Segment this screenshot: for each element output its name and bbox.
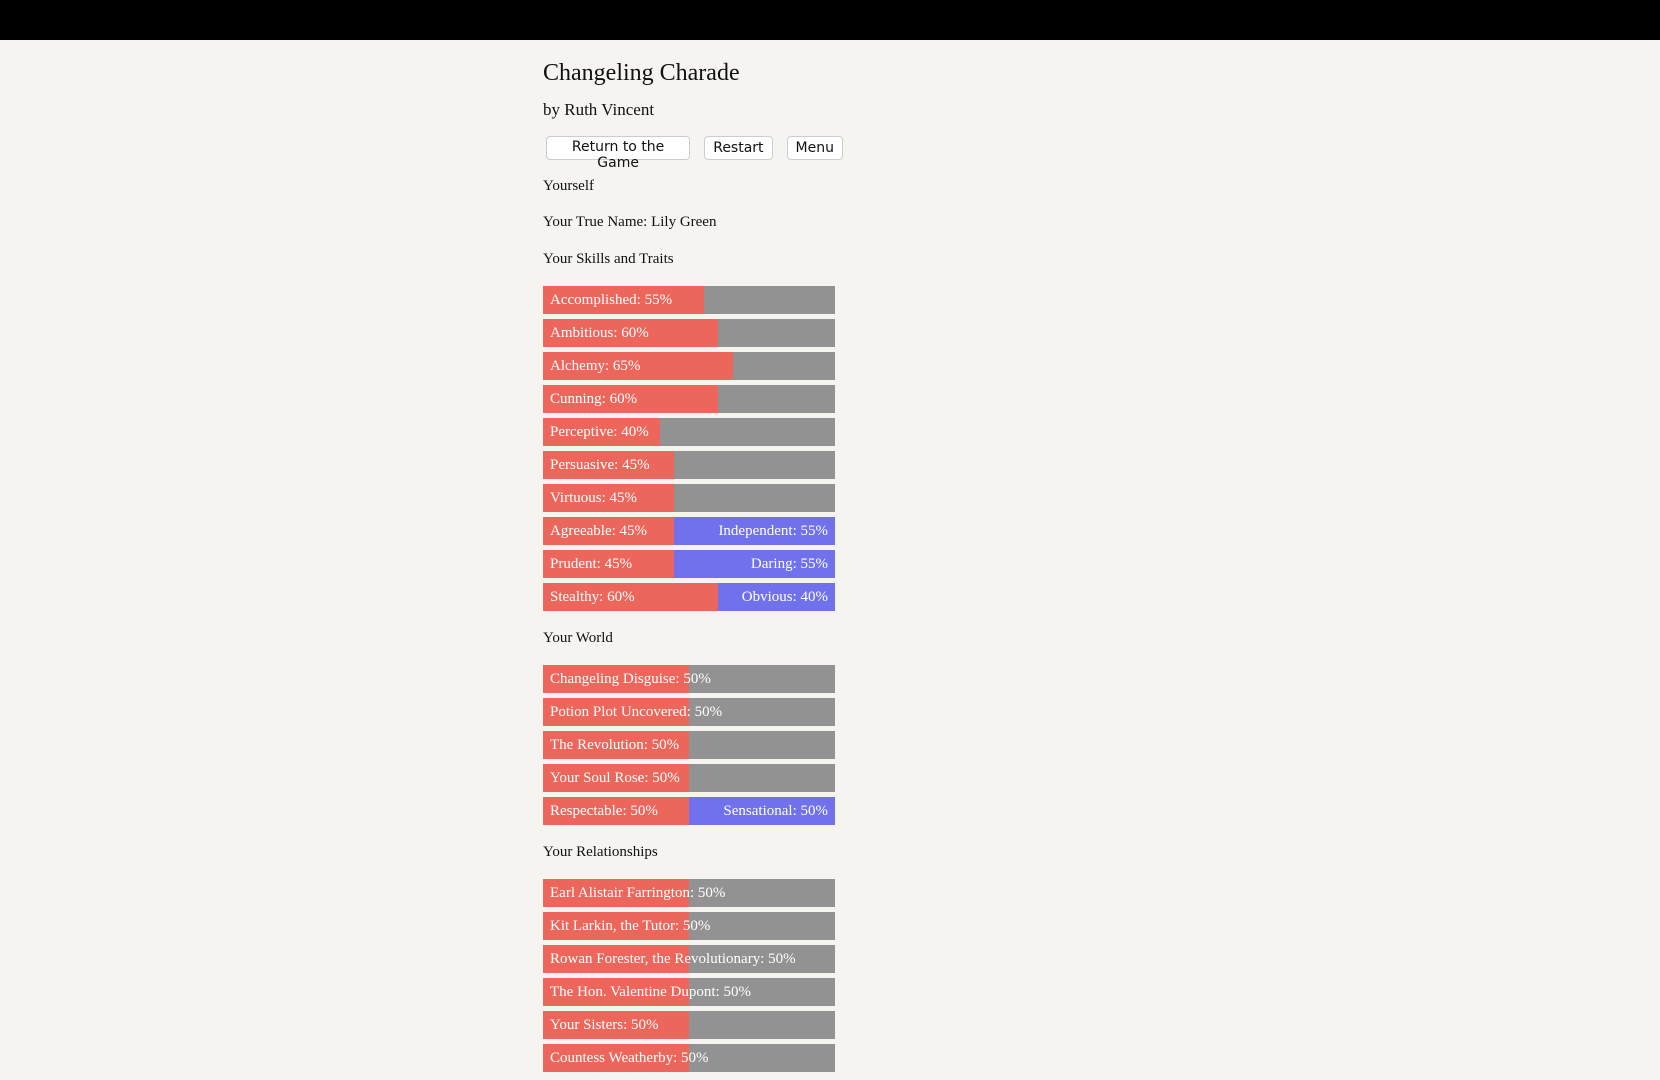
stat-bar: Persuasive: 45%	[543, 451, 835, 479]
stat-bar: Your Soul Rose: 50%	[543, 764, 835, 792]
section-heading: Your Relationships	[543, 844, 658, 860]
stat-bar: The Hon. Valentine Dupont: 50%	[543, 978, 835, 1006]
bar-fill	[543, 385, 719, 413]
bar-label: Stealthy: 60%	[550, 589, 635, 605]
bar-fill	[543, 665, 689, 693]
bar-label: Changeling Disguise: 50%	[550, 671, 711, 687]
bar-label: Ambitious: 60%	[550, 325, 649, 341]
stats-screen: Changeling Charade by Ruth Vincent Retur…	[543, 58, 843, 1072]
stat-bar: Virtuous: 45%	[543, 484, 835, 512]
bar-fill	[543, 1011, 689, 1039]
bar-opposed-label: Obvious: 40%	[741, 589, 828, 605]
bar-opposed-label: Sensational: 50%	[723, 803, 828, 819]
bar-label: Persuasive: 45%	[550, 457, 650, 473]
sections: Yourself Your True Name: Lily Green Your S…	[543, 176, 843, 1072]
bar-label: Respectable: 50%	[550, 803, 658, 819]
nav-button[interactable]: Return to the Game	[546, 136, 691, 171]
stat-bars: Earl Alistair Farrington: 50% Kit Larkin,…	[543, 879, 835, 1072]
bar-label: Prudent: 45%	[550, 556, 633, 572]
stat-bar: Changeling Disguise: 50%	[543, 665, 835, 693]
byline: by Ruth Vincent	[543, 100, 655, 119]
bar-label: Rowan Forester, the Revolutionary: 50%	[550, 951, 796, 967]
bar-fill	[543, 698, 689, 726]
bar-fill	[543, 286, 704, 314]
bar-fill	[543, 879, 689, 907]
bar-fill	[543, 517, 675, 545]
top-bar	[0, 0, 1660, 40]
stat-bar: The Revolution: 50%	[543, 731, 835, 759]
bar-opposed-label: Daring: 55%	[750, 556, 828, 572]
bar-fill	[543, 978, 689, 1006]
stat-bar: Potion Plot Uncovered: 50%	[543, 698, 835, 726]
bar-fill	[543, 797, 689, 825]
bar-label: Your Soul Rose: 50%	[550, 770, 680, 786]
bar-label: Countess Weatherby: 50%	[550, 1050, 709, 1066]
stat-bars: Changeling Disguise: 50% Potion Plot Unco…	[543, 665, 835, 825]
stat-bar: Cunning: 60%	[543, 385, 835, 413]
stat-bar: Perceptive: 40%	[543, 418, 835, 446]
bar-label: The Hon. Valentine Dupont: 50%	[550, 984, 751, 1000]
nav-button[interactable]: Restart	[704, 136, 773, 160]
stat-bar: Agreeable: 45% Independent: 55%	[543, 517, 835, 545]
stat-bar: Prudent: 45% Daring: 55%	[543, 550, 835, 578]
bar-fill	[543, 731, 689, 759]
bar-opposed-fill	[674, 517, 835, 545]
stat-bar: Kit Larkin, the Tutor: 50%	[543, 912, 835, 940]
bar-label: Earl Alistair Farrington: 50%	[550, 885, 726, 901]
bar-label: Alchemy: 65%	[550, 358, 641, 374]
game-title: Changeling Charade	[543, 60, 740, 86]
bar-fill	[543, 451, 675, 479]
bar-fill	[543, 550, 675, 578]
bar-label: Cunning: 60%	[550, 391, 638, 407]
bar-label: The Revolution: 50%	[550, 737, 680, 753]
bar-label: Your Sisters: 50%	[550, 1017, 659, 1033]
stat-bars: Accomplished: 55% Ambitious: 60% Alchemy: …	[543, 286, 835, 611]
bar-opposed-label: Independent: 55%	[718, 523, 828, 539]
bar-fill	[543, 1044, 689, 1072]
bar-label: Accomplished: 55%	[550, 292, 673, 308]
stat-line: Your True Name: Lily Green	[543, 214, 717, 230]
button-row: Return to the Game Restart Menu	[546, 136, 843, 171]
bar-label: Kit Larkin, the Tutor: 50%	[550, 918, 711, 934]
bar-label: Potion Plot Uncovered: 50%	[550, 704, 723, 720]
bar-label: Virtuous: 45%	[550, 490, 638, 506]
stat-bar: Accomplished: 55%	[543, 286, 835, 314]
stat-bar: Earl Alistair Farrington: 50%	[543, 879, 835, 907]
bar-fill	[543, 945, 689, 973]
stat-bar: Your Sisters: 50%	[543, 1011, 835, 1039]
bar-fill	[543, 764, 689, 792]
section-heading: Your World	[543, 630, 613, 646]
bar-fill	[543, 583, 719, 611]
bar-label: Perceptive: 40%	[550, 424, 649, 440]
stat-bar: Alchemy: 65%	[543, 352, 835, 380]
bar-fill	[543, 352, 733, 380]
stat-bar: Ambitious: 60%	[543, 319, 835, 347]
section-heading: Yourself	[543, 178, 594, 194]
bar-opposed-fill	[689, 797, 835, 825]
nav-button[interactable]: Menu	[786, 136, 843, 160]
bar-fill	[543, 484, 675, 512]
bar-label: Agreeable: 45%	[550, 523, 648, 539]
stat-bar: Rowan Forester, the Revolutionary: 50%	[543, 945, 835, 973]
stat-bar: Stealthy: 60% Obvious: 40%	[543, 583, 835, 611]
bar-fill	[543, 418, 660, 446]
bar-fill	[543, 912, 689, 940]
bar-opposed-fill	[674, 550, 835, 578]
stat-bar: Countess Weatherby: 50%	[543, 1044, 835, 1072]
bar-fill	[543, 319, 719, 347]
bar-opposed-fill	[718, 583, 835, 611]
stat-bar: Respectable: 50% Sensational: 50%	[543, 797, 835, 825]
section-heading: Your Skills and Traits	[543, 251, 674, 267]
